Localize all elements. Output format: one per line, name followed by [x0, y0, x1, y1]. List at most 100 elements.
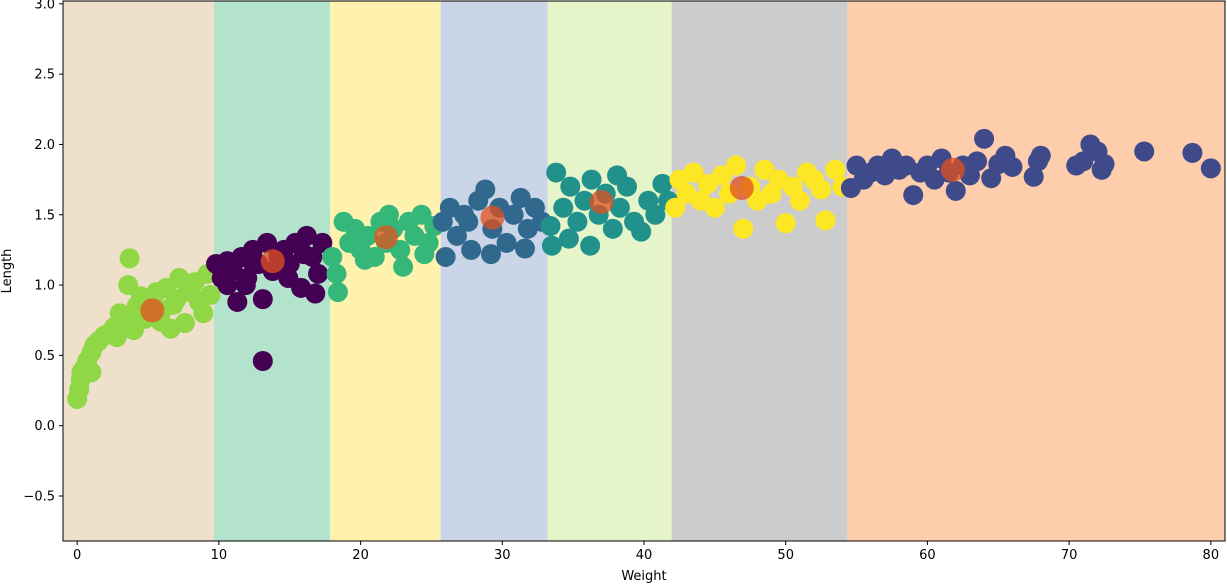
cluster-region-3 [330, 1, 441, 541]
x-tick-label: 80 [1203, 548, 1220, 563]
data-point-cluster-2 [305, 283, 326, 304]
data-point-cluster-3 [378, 204, 399, 225]
cluster-center-1 [140, 298, 165, 323]
data-point-cluster-2 [312, 232, 333, 253]
data-point-cluster-6 [726, 155, 747, 176]
data-point-cluster-6 [775, 213, 796, 234]
data-point-cluster-5 [560, 176, 581, 197]
data-point-cluster-2 [293, 244, 314, 265]
data-point-cluster-5 [553, 197, 574, 218]
data-point-cluster-6 [704, 197, 725, 218]
data-point-cluster-5 [540, 216, 561, 236]
data-point-cluster-3 [393, 256, 414, 277]
y-tick-label: 2.5 [34, 68, 55, 83]
data-point-cluster-1 [106, 327, 127, 348]
y-tick-label: 0.5 [34, 349, 55, 364]
y-tick-label: 0.0 [34, 419, 55, 434]
data-point-cluster-6 [683, 162, 704, 183]
data-point-cluster-6 [754, 159, 775, 180]
y-tick-label: 1.0 [34, 279, 55, 294]
x-axis-label: Weight [621, 569, 666, 584]
data-point-cluster-2 [296, 225, 317, 246]
data-point-cluster-5 [645, 204, 666, 225]
data-point-cluster-5 [581, 169, 602, 190]
data-point-cluster-1 [123, 320, 144, 341]
y-tick-label: 1.5 [34, 208, 55, 223]
cluster-centers [140, 157, 965, 323]
data-point-cluster-7 [974, 128, 995, 149]
cluster-regions [63, 1, 1225, 541]
data-point-cluster-2 [240, 249, 261, 270]
data-point-cluster-2 [278, 268, 299, 289]
data-point-cluster-2 [257, 232, 278, 253]
data-point-cluster-5 [574, 190, 595, 211]
x-tick-label: 20 [352, 548, 369, 563]
data-point-cluster-1 [119, 248, 140, 269]
data-point-cluster-2 [252, 289, 273, 310]
x-axis-ticks: 0 10 20 30 40 50 60 70 80 [73, 541, 1219, 563]
data-point-cluster-5 [558, 228, 579, 249]
cluster-center-5 [589, 190, 614, 215]
data-point-cluster-6 [825, 159, 846, 180]
data-point-cluster-1 [193, 303, 214, 324]
data-point-cluster-7 [1030, 145, 1051, 166]
cluster-center-3 [374, 225, 399, 250]
data-point-cluster-7 [1134, 141, 1155, 162]
cluster-region-4 [440, 1, 548, 541]
x-tick-label: 50 [777, 548, 794, 563]
data-point-cluster-4 [458, 211, 479, 232]
cluster-region-1 [63, 1, 214, 541]
data-point-cluster-5 [631, 221, 652, 242]
cluster-center-2 [260, 249, 285, 274]
data-point-cluster-2 [235, 275, 256, 296]
y-tick-label: 2.0 [34, 138, 55, 153]
x-tick-label: 10 [211, 548, 228, 563]
cluster-region-7 [847, 1, 1225, 541]
data-point-cluster-4 [435, 246, 456, 267]
data-point-cluster-1 [174, 313, 195, 334]
data-point-cluster-4 [480, 244, 501, 265]
data-point-cluster-6 [711, 165, 732, 186]
data-point-cluster-4 [503, 204, 524, 225]
data-point-cluster-1 [163, 294, 184, 315]
cluster-center-7 [940, 157, 965, 182]
data-point-cluster-2 [252, 351, 273, 371]
data-point-cluster-6 [733, 218, 754, 239]
data-point-cluster-5 [580, 235, 601, 256]
data-point-cluster-7 [967, 151, 988, 172]
data-point-cluster-7 [945, 180, 966, 201]
data-point-cluster-3 [322, 246, 343, 267]
data-point-cluster-3 [326, 263, 347, 284]
data-point-cluster-4 [461, 239, 482, 260]
data-point-cluster-3 [357, 225, 378, 246]
data-point-cluster-2 [217, 251, 238, 272]
cluster-center-4 [480, 205, 505, 230]
data-point-cluster-3 [327, 282, 348, 303]
data-point-cluster-6 [665, 197, 686, 218]
data-point-cluster-4 [510, 187, 531, 208]
data-point-cluster-5 [541, 235, 562, 256]
data-point-cluster-1 [81, 362, 102, 383]
data-point-cluster-6 [815, 210, 836, 231]
data-point-cluster-1 [177, 275, 198, 296]
data-point-cluster-7 [1073, 151, 1094, 172]
y-axis-ticks: −0.5 0.0 0.5 1.0 1.5 2.0 2.5 3.0 [23, 0, 63, 505]
data-point-cluster-5 [602, 218, 623, 239]
x-tick-label: 60 [919, 548, 936, 563]
data-point-cluster-7 [1182, 142, 1203, 163]
y-axis-label: Length [0, 249, 15, 294]
data-point-cluster-7 [1023, 166, 1044, 187]
x-tick-label: 30 [494, 548, 511, 563]
data-point-cluster-1 [200, 284, 221, 305]
data-point-cluster-5 [607, 165, 628, 186]
x-tick-label: 70 [1061, 548, 1078, 563]
data-point-cluster-3 [414, 244, 435, 265]
x-tick-label: 0 [73, 548, 81, 563]
data-point-cluster-6 [811, 179, 832, 200]
data-point-cluster-6 [789, 190, 810, 211]
data-point-cluster-7 [1200, 158, 1221, 179]
y-tick-label: −0.5 [23, 490, 55, 505]
y-tick-label: 3.0 [34, 0, 55, 12]
data-point-cluster-4 [475, 179, 496, 200]
data-point-cluster-5 [546, 162, 567, 183]
